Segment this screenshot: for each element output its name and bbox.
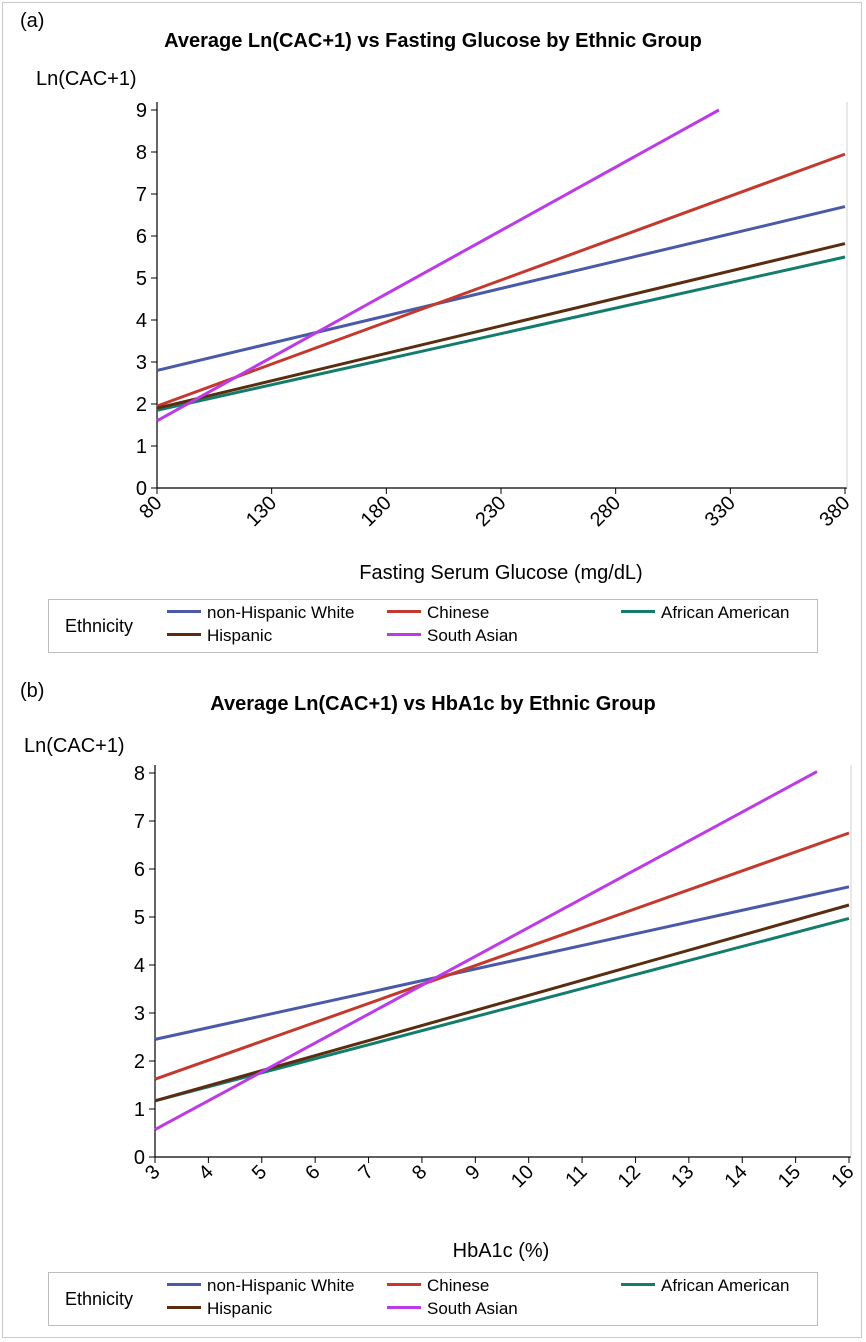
panel-b-x-tick-label: 5: [248, 1161, 271, 1184]
legend-label: South Asian: [427, 626, 518, 645]
panel-b-x-tick-label: 11: [561, 1161, 591, 1191]
panel-b-x-tick-label: 9: [461, 1161, 484, 1184]
panel-b-x-tick-label: 16: [827, 1161, 858, 1192]
legend-label: South Asian: [427, 1299, 518, 1318]
legend-swatch-hispanic: [167, 1306, 201, 1310]
panel-a-y-tick-label: 5: [136, 268, 147, 290]
panel-b-x-tick-label: 13: [667, 1161, 698, 1192]
panel-a-legend-title: Ethnicity: [65, 616, 134, 636]
panel-a-title: Average Ln(CAC+1) vs Fasting Glucose by …: [164, 30, 702, 52]
panel-b-x-tick-label: 7: [355, 1161, 378, 1184]
panel-b-legend: Ethnicity non-Hispanic White Chinese Afr…: [48, 1272, 818, 1326]
panel-a-legend: Ethnicity non-Hispanic White Chinese Afr…: [48, 599, 818, 653]
legend-label: Hispanic: [207, 1299, 273, 1318]
panel-a-y-tick-label: 0: [136, 478, 147, 500]
panel-a-y-tick-label: 9: [136, 100, 147, 122]
panel-b-series-line-2: [154, 916, 850, 1103]
legend-swatch-african-american: [621, 610, 655, 614]
panel-a-legend-item: South Asian: [387, 626, 518, 646]
legend-swatch-nhw: [167, 610, 201, 614]
legend-label: Chinese: [427, 603, 490, 622]
panel-b-x-tick-label: 3: [141, 1161, 164, 1184]
legend-label: non-Hispanic White: [207, 603, 355, 622]
panel-b-series-line-4: [154, 770, 818, 1131]
panel-a-y-tick-label: 6: [136, 226, 147, 248]
panel-a-legend-item: African American: [621, 603, 790, 623]
panel-b-y-tick-label: 7: [134, 811, 145, 833]
panel-b-x-tick-label: 15: [774, 1161, 805, 1192]
legend-swatch-south-asian: [387, 1306, 421, 1310]
panel-a-series-line-1: [156, 152, 846, 408]
panel-b-legend-item: South Asian: [387, 1299, 518, 1319]
panel-b-y-tick-label: 1: [134, 1099, 145, 1121]
panel-b-series-line-1: [154, 831, 850, 1081]
panel-a-legend-item: non-Hispanic White: [167, 603, 354, 623]
panel-b-y-tick-label: 0: [134, 1147, 145, 1169]
legend-swatch-chinese: [387, 610, 421, 614]
panel-a-series-line-4: [156, 108, 720, 423]
panel-b-x-tick-label: 4: [194, 1161, 217, 1184]
panel-a-series-line-3: [156, 242, 846, 410]
legend-label: African American: [661, 603, 790, 622]
panel-b-x-tick-label: 14: [720, 1161, 751, 1192]
legend-swatch-south-asian: [387, 633, 421, 637]
panel-a-legend-item: Chinese: [387, 603, 489, 623]
panel-b-legend-item: African American: [621, 1276, 790, 1296]
panel-b-legend-item: Hispanic: [167, 1299, 272, 1319]
panel-a-ylabel: Ln(CAC+1): [36, 68, 137, 90]
panel-b-y-tick-label: 6: [134, 859, 145, 881]
legend-label: Hispanic: [207, 626, 273, 645]
panel-a-y-tick-label: 4: [136, 310, 147, 332]
panel-b-series-line-3: [154, 903, 850, 1103]
panel-b-legend-item: non-Hispanic White: [167, 1276, 354, 1296]
panel-a-series-line-0: [156, 205, 846, 372]
panel-a-series-line-2: [156, 255, 846, 412]
legend-swatch-african-american: [621, 1283, 655, 1287]
panel-b-ylabel: Ln(CAC+1): [24, 735, 125, 757]
panel-a-y-tick-label: 2: [136, 394, 147, 416]
panel-b-x-tick-label: 8: [408, 1161, 431, 1184]
panel-a-y-tick-label: 3: [136, 352, 147, 374]
legend-swatch-hispanic: [167, 633, 201, 637]
panel-a-legend-item: Hispanic: [167, 626, 272, 646]
panel-a-y-tick-label: 1: [136, 436, 147, 458]
panel-a-xlabel: Fasting Serum Glucose (mg/dL): [359, 562, 643, 584]
panel-b-y-tick-label: 3: [134, 1003, 145, 1025]
panel-b-title: Average Ln(CAC+1) vs HbA1c by Ethnic Gro…: [210, 693, 656, 715]
legend-label: non-Hispanic White: [207, 1276, 355, 1295]
panel-b-letter: (b): [20, 680, 45, 702]
panel-b-y-tick-label: 2: [134, 1051, 145, 1073]
panel-b-legend-item: Chinese: [387, 1276, 489, 1296]
panel-b-y-tick-label: 5: [134, 907, 145, 929]
panel-b-legend-title: Ethnicity: [65, 1289, 134, 1309]
legend-label: African American: [661, 1276, 790, 1295]
panel-b-series-line-0: [154, 885, 850, 1041]
panel-a-y-tick-label: 7: [136, 184, 147, 206]
panel-a-y-tick-label: 8: [136, 142, 147, 164]
legend-label: Chinese: [427, 1276, 490, 1295]
panel-b-xlabel: HbA1c (%): [452, 1240, 550, 1262]
panel-b-x-tick-label: 10: [507, 1161, 538, 1192]
legend-swatch-chinese: [387, 1283, 421, 1287]
panel-b-x-tick-label: 12: [614, 1161, 645, 1192]
panel-b-x-tick-label: 6: [301, 1161, 324, 1184]
panel-b-y-tick-label: 8: [134, 763, 145, 785]
legend-swatch-nhw: [167, 1283, 201, 1287]
panel-b-y-tick-label: 4: [134, 955, 145, 977]
panel-a-letter: (a): [20, 10, 45, 32]
